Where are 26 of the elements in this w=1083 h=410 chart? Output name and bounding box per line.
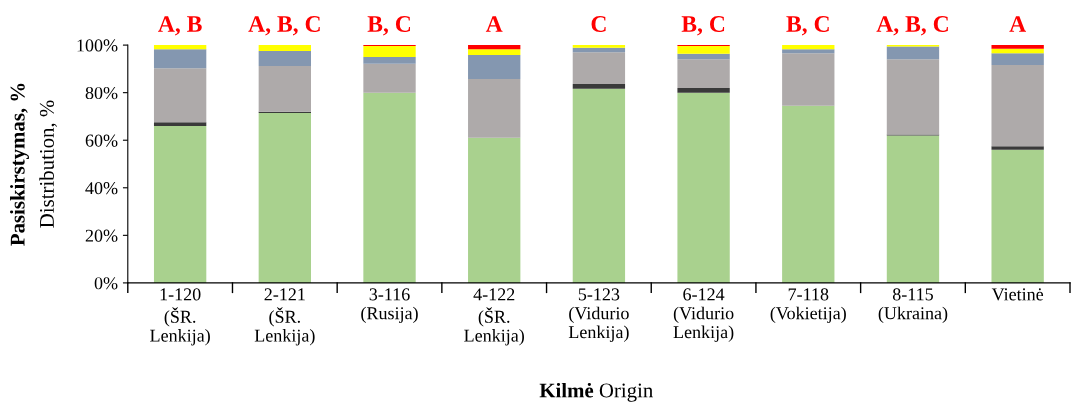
x-tick-label: 6-124 (Vidurio Lenkija) bbox=[673, 288, 734, 342]
annotation: A bbox=[1009, 16, 1027, 32]
annotation: A bbox=[485, 16, 503, 32]
x-tick-label: 1-120 (ŠR. Lenkija) bbox=[150, 288, 210, 346]
y-tick-label: 20% bbox=[85, 229, 118, 242]
x-tick-label: 5-123 (Vidurio Lenkija) bbox=[568, 288, 629, 342]
y-tick-label: 100% bbox=[77, 39, 118, 52]
annotation: B, C bbox=[786, 16, 829, 36]
annotation: A, B, C bbox=[876, 16, 948, 36]
y-tick-label: 0% bbox=[94, 277, 118, 290]
x-tick-label: 8-115 (Ukraina) bbox=[878, 288, 948, 324]
annotation: A, B, C bbox=[248, 16, 320, 36]
x-tick-label: 4-122 (ŠR. Lenkija) bbox=[464, 288, 524, 346]
y-axis-title: Pasiskirstymas, % Distribution, % bbox=[10, 83, 57, 246]
y-tick-label: 40% bbox=[85, 182, 118, 195]
x-axis-title: Kilmė Origin bbox=[539, 382, 653, 402]
y-tick-label: 80% bbox=[85, 86, 118, 100]
annotation: B, C bbox=[681, 16, 725, 36]
annotation: A, B bbox=[158, 16, 202, 36]
annotation: C bbox=[591, 16, 606, 32]
x-tick-label: 7-118 (Vokietija) bbox=[770, 288, 846, 324]
x-tick-label: 3-116 (Rusija) bbox=[361, 288, 418, 324]
annotation: B, C bbox=[367, 16, 411, 36]
y-tick-label: 60% bbox=[85, 134, 118, 147]
x-tick-label: Vietinė bbox=[991, 288, 1044, 301]
x-tick-label: 2-121 (ŠR. Lenkija) bbox=[254, 288, 315, 346]
